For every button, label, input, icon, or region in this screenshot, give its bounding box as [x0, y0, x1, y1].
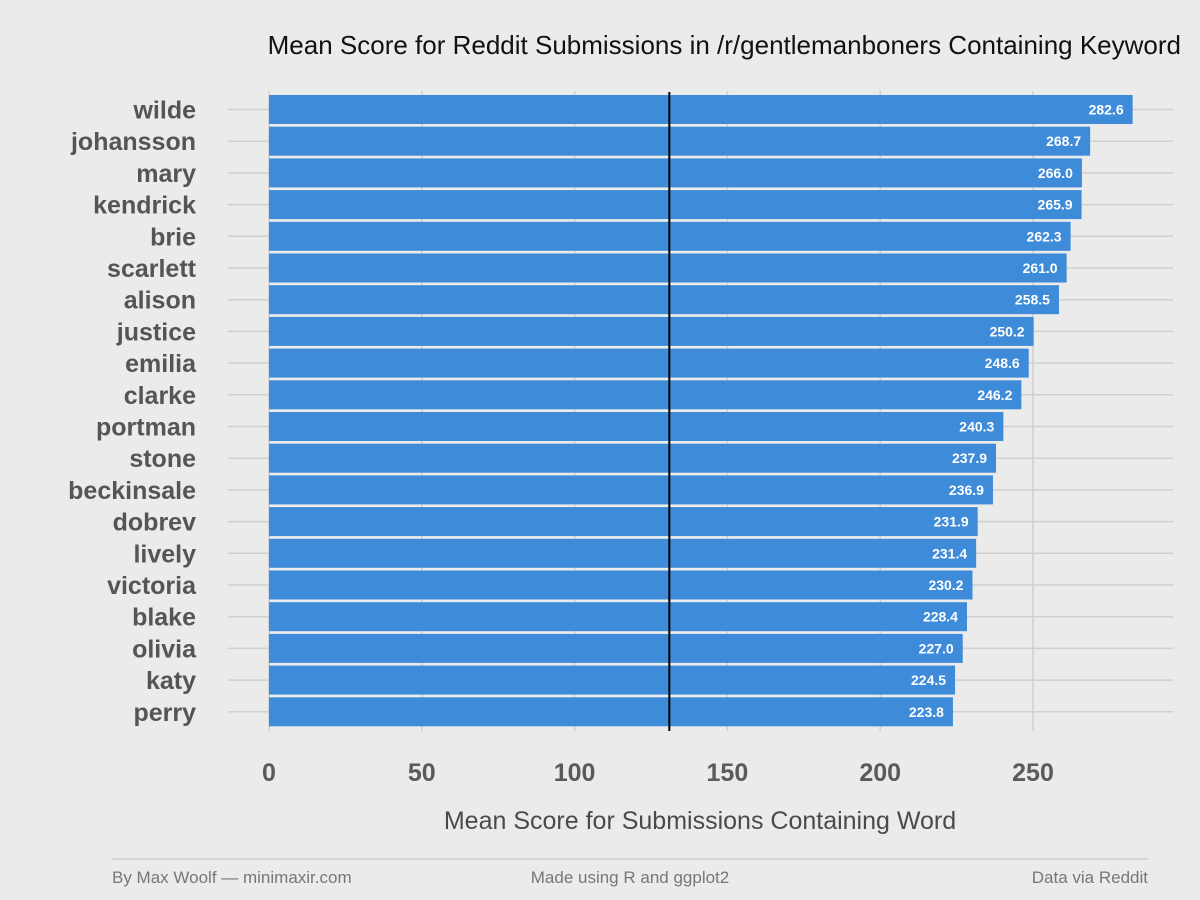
x-tick-label: 200	[859, 759, 901, 787]
category-label: victoria	[107, 572, 197, 600]
data-label: 266.0	[1038, 165, 1073, 181]
footer-tooling: Made using R and ggplot2	[531, 868, 729, 887]
data-label: 282.6	[1089, 102, 1124, 118]
bar	[269, 443, 997, 473]
category-label: lively	[133, 540, 196, 568]
x-tick-label: 100	[554, 759, 596, 787]
bar	[269, 158, 1082, 188]
footer-credit: By Max Woolf — minimaxir.com	[112, 868, 352, 887]
category-label: emilia	[125, 350, 197, 378]
category-label: johansson	[70, 128, 196, 156]
bar	[269, 190, 1082, 220]
category-label: perry	[133, 699, 196, 727]
category-label: olivia	[132, 635, 197, 663]
bar-layer	[269, 95, 1133, 727]
chart-title: Mean Score for Reddit Submissions in /r/…	[268, 30, 1181, 60]
data-label: 223.8	[909, 704, 944, 720]
category-label: kendrick	[93, 192, 196, 220]
bar	[269, 602, 967, 632]
data-label: 268.7	[1046, 133, 1081, 149]
bar	[269, 126, 1091, 156]
data-label: 240.3	[959, 419, 994, 435]
category-label: dobrev	[113, 509, 196, 537]
bar	[269, 412, 1004, 441]
category-label: wilde	[132, 97, 196, 125]
data-label: 246.2	[977, 387, 1012, 403]
x-tick-label: 0	[262, 759, 276, 787]
category-label: beckinsale	[68, 477, 196, 505]
bar	[269, 380, 1022, 410]
data-label: 265.9	[1038, 197, 1073, 213]
data-label: 250.2	[990, 323, 1025, 339]
data-label: 231.9	[934, 514, 969, 530]
data-label: 230.2	[928, 577, 963, 593]
category-label: portman	[96, 414, 196, 442]
bar	[269, 538, 977, 568]
bar	[269, 95, 1133, 124]
bar	[269, 507, 978, 537]
footer-source: Data via Reddit	[1032, 868, 1149, 887]
category-label-layer: wilde johansson mary kendrick brie scarlett al…	[68, 97, 197, 727]
data-label: 248.6	[985, 355, 1020, 371]
data-label: 227.0	[919, 640, 954, 656]
bar	[269, 285, 1059, 315]
data-label: 261.0	[1023, 260, 1058, 276]
bar	[269, 665, 956, 695]
x-tick-label: 250	[1012, 759, 1054, 787]
bar	[269, 253, 1067, 283]
category-label: brie	[150, 223, 196, 251]
category-label: alison	[124, 287, 196, 315]
data-label: 258.5	[1015, 292, 1050, 308]
category-label: stone	[129, 445, 196, 473]
data-label: 237.9	[952, 450, 987, 466]
category-label: katy	[146, 667, 196, 695]
x-tick-label: 150	[707, 759, 749, 787]
data-label: 236.9	[949, 482, 984, 498]
category-label: scarlett	[107, 255, 197, 283]
data-label: 262.3	[1027, 228, 1062, 244]
data-label-layer: 282.6 268.7 266.0 265.9 262.3 261.0 258.5 250.2…	[909, 102, 1124, 720]
category-label: clarke	[124, 382, 196, 410]
bar	[269, 570, 973, 600]
bar	[269, 475, 993, 505]
x-tick-label: 50	[408, 759, 436, 787]
bar	[269, 348, 1029, 378]
data-label: 228.4	[923, 609, 958, 625]
data-label: 224.5	[911, 672, 946, 688]
bar	[269, 633, 963, 663]
data-label: 231.4	[932, 545, 967, 561]
tick-label-layer: 0 50 100 150 200 250	[262, 759, 1054, 787]
x-axis-title: Mean Score for Submissions Containing Wo…	[444, 807, 956, 835]
category-label: blake	[132, 604, 196, 632]
bar	[269, 316, 1034, 346]
bar	[269, 697, 953, 727]
category-label: justice	[116, 318, 196, 346]
category-label: mary	[136, 160, 196, 188]
